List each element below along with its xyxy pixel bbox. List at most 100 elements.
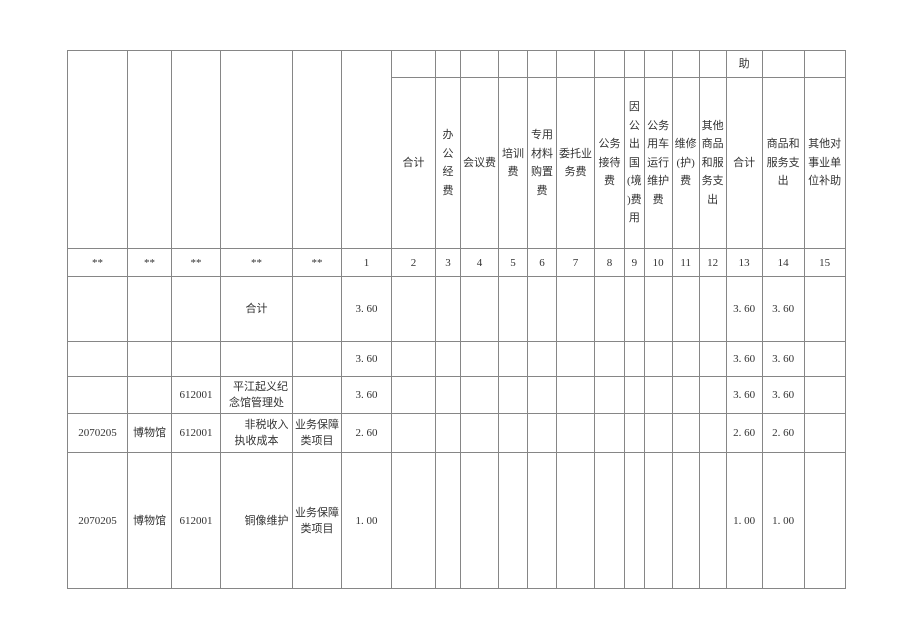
amount-cell: 3. 60 xyxy=(341,376,392,414)
cell xyxy=(624,276,645,342)
cell xyxy=(803,376,846,414)
column-number-cell: 8 xyxy=(594,248,625,277)
unit-code-cell: 612001 xyxy=(171,452,221,589)
subject-code-cell: 2070205 xyxy=(67,452,128,589)
table-row: 3. 60 3. 60 3. 60 xyxy=(67,341,846,377)
cell xyxy=(498,276,528,342)
carryover-cell xyxy=(435,50,461,78)
merged-header-cell xyxy=(171,50,221,249)
cell xyxy=(292,376,342,414)
cell xyxy=(292,341,342,377)
carryover-cell xyxy=(761,50,805,78)
amount-cell: 3. 60 xyxy=(341,341,392,377)
table-row-unit: 612001 平江起义纪 念馆管理处 3. 60 3. 60 3. 60 xyxy=(67,376,846,414)
column-header-total-2: 合计 xyxy=(725,77,763,249)
amount-cell: 3. 60 xyxy=(761,376,805,414)
cell xyxy=(803,276,846,342)
cell xyxy=(498,341,528,377)
project-type-cell: 业务保障 类项目 xyxy=(292,413,342,453)
merged-header-cell xyxy=(341,50,392,249)
amount-cell: 1. 00 xyxy=(725,452,763,589)
cell xyxy=(435,341,461,377)
column-header-meeting-fee: 会议费 xyxy=(460,77,499,249)
column-header-overseas-travel: 因 公 出 国 (境 )费 用 xyxy=(624,77,645,249)
cell xyxy=(220,341,293,377)
cell xyxy=(498,376,528,414)
column-header-other-goods-services: 其他 商品 和服 务支 出 xyxy=(698,77,727,249)
cell xyxy=(803,452,846,589)
column-header-office-expense: 办 公 经 费 xyxy=(435,77,461,249)
cell xyxy=(671,341,700,377)
cell xyxy=(391,276,436,342)
carryover-cell xyxy=(460,50,499,78)
cell xyxy=(391,413,436,453)
column-number-cell: 2 xyxy=(391,248,436,277)
column-header-commissioned-business: 委托业 务费 xyxy=(556,77,595,249)
amount-cell: 3. 60 xyxy=(725,276,763,342)
cell xyxy=(671,376,700,414)
column-number-row: ** ** ** ** ** 1 2 3 4 5 6 7 8 9 10 11 1… xyxy=(67,248,846,277)
carryover-cell xyxy=(698,50,727,78)
amount-cell: 2. 60 xyxy=(341,413,392,453)
carryover-cell xyxy=(391,50,436,78)
star-cell: ** xyxy=(220,248,293,277)
cell xyxy=(643,276,673,342)
subject-code-cell: 2070205 xyxy=(67,413,128,453)
cell xyxy=(460,376,499,414)
column-header-other-institution-subsidy: 其他对 事业单 位补助 xyxy=(803,77,846,249)
cell xyxy=(698,413,727,453)
column-number-cell: 1 xyxy=(341,248,392,277)
cell xyxy=(127,376,172,414)
star-cell: ** xyxy=(171,248,221,277)
cell xyxy=(460,341,499,377)
column-number-cell: 11 xyxy=(671,248,700,277)
column-header-repair-fee: 维修 (护) 费 xyxy=(671,77,700,249)
table-row-project: 2070205 博物馆 612001 铜像维护 业务保障 类项目 1. 00 1… xyxy=(67,452,846,589)
cell xyxy=(527,341,557,377)
cell xyxy=(292,276,342,342)
cell xyxy=(127,276,172,342)
carryover-text-cell: 助 xyxy=(725,50,763,78)
carryover-cell xyxy=(624,50,645,78)
cell xyxy=(594,413,625,453)
cell xyxy=(671,276,700,342)
table-row-total: 合计 3. 60 3. 60 3. 60 xyxy=(67,276,846,342)
column-number-cell: 7 xyxy=(556,248,595,277)
cell xyxy=(527,413,557,453)
amount-cell: 3. 60 xyxy=(725,376,763,414)
cell xyxy=(698,452,727,589)
subject-name-cell: 博物馆 xyxy=(127,413,172,453)
project-name-cell: 非税收入 执收成本 xyxy=(220,413,293,453)
cell xyxy=(803,413,846,453)
cell xyxy=(498,413,528,453)
amount-cell: 3. 60 xyxy=(761,341,805,377)
table-row-project: 2070205 博物馆 612001 非税收入 执收成本 业务保障 类项目 2.… xyxy=(67,413,846,453)
cell xyxy=(671,413,700,453)
cell xyxy=(556,341,595,377)
amount-cell: 3. 60 xyxy=(725,341,763,377)
column-number-cell: 15 xyxy=(803,248,846,277)
carryover-row: 助 xyxy=(67,50,846,249)
cell xyxy=(460,452,499,589)
star-cell: ** xyxy=(127,248,172,277)
column-number-cell: 9 xyxy=(624,248,645,277)
star-cell: ** xyxy=(67,248,128,277)
cell xyxy=(624,341,645,377)
amount-cell: 2. 60 xyxy=(761,413,805,453)
amount-cell: 1. 00 xyxy=(761,452,805,589)
merged-header-cell xyxy=(127,50,172,249)
amount-cell: 1. 00 xyxy=(341,452,392,589)
cell xyxy=(435,452,461,589)
cell xyxy=(643,452,673,589)
cell xyxy=(698,276,727,342)
carryover-cell xyxy=(556,50,595,78)
cell xyxy=(67,376,128,414)
cell xyxy=(391,376,436,414)
column-number-cell: 12 xyxy=(698,248,727,277)
cell xyxy=(594,376,625,414)
column-header-goods-services-expense: 商品和 服务支 出 xyxy=(761,77,805,249)
cell xyxy=(594,276,625,342)
cell xyxy=(556,276,595,342)
merged-header-cell xyxy=(292,50,342,249)
